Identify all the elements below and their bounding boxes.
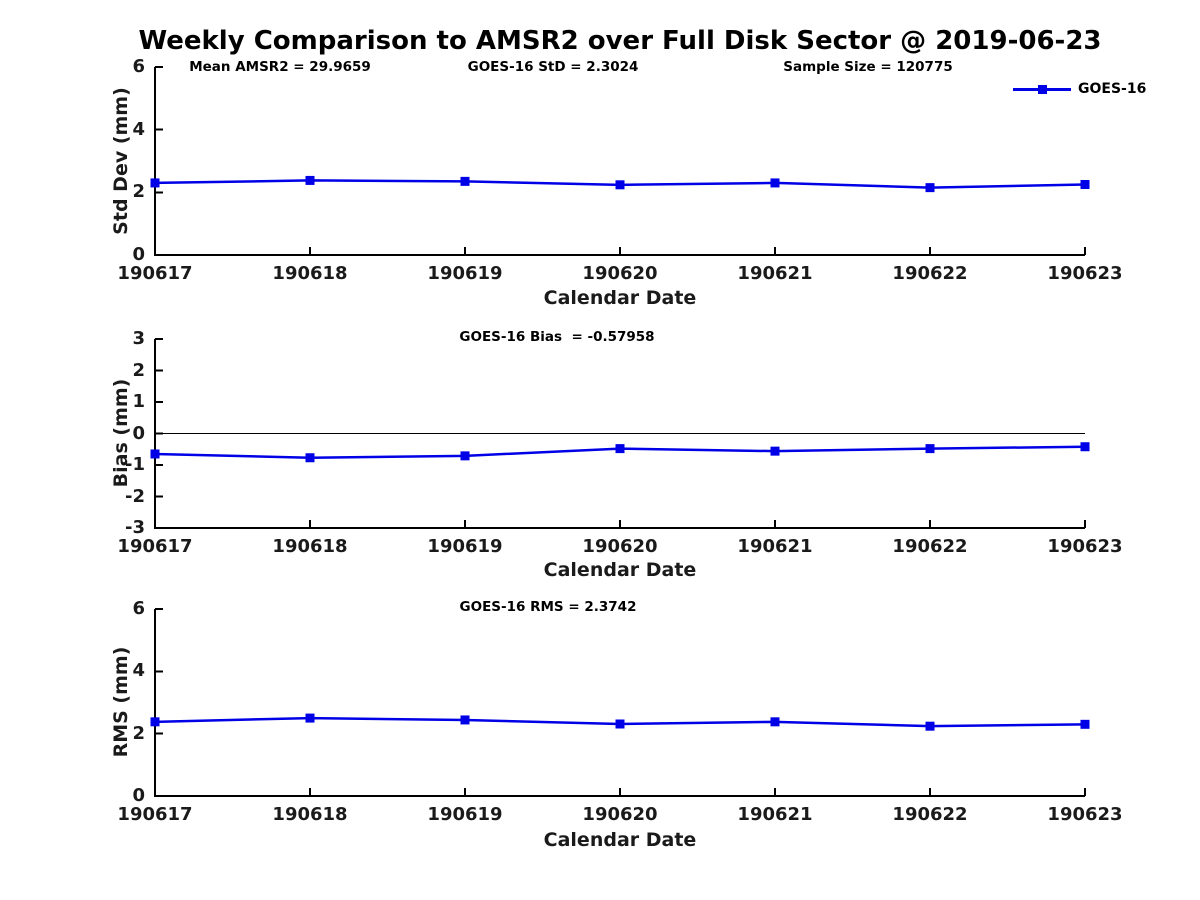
x-tick-label: 190622: [892, 804, 968, 825]
x-tick-label: 190621: [737, 804, 813, 825]
series-marker: [150, 449, 160, 459]
x-tick-label: 190618: [272, 804, 348, 825]
axis-spines: [154, 67, 1085, 256]
y-axis-title-rms: RMS (mm): [110, 646, 132, 758]
y-tick-label: 4: [132, 660, 145, 682]
x-tick-label: 190622: [892, 263, 968, 284]
x-tick-label: 190617: [117, 804, 193, 825]
series-marker: [1080, 719, 1090, 729]
x-axis-title-1: Calendar Date: [543, 287, 697, 309]
series-marker: [770, 717, 780, 727]
y-axis-title-std-dev: Std Dev (mm): [110, 87, 132, 235]
series-marker: [305, 175, 315, 185]
x-tick-label: 190618: [272, 536, 348, 557]
annotation-goes16-rms: GOES-16 RMS = 2.3742: [459, 599, 637, 615]
y-tick-label: 0: [132, 422, 145, 444]
series-marker: [925, 721, 935, 731]
series-marker: [615, 444, 625, 454]
x-axis-title-2: Calendar Date: [543, 559, 697, 581]
series-marker: [615, 180, 625, 190]
x-tick-label: 190619: [427, 536, 503, 557]
x-tick-label: 190617: [117, 263, 193, 284]
series-line: [154, 179, 1086, 189]
y-tick-label: 3: [132, 328, 145, 349]
series-marker: [770, 178, 780, 188]
x-tick-label: 190618: [272, 263, 348, 284]
annotation-mean-amsr2: Mean AMSR2 = 29.9659: [189, 59, 371, 75]
y-tick-label: 6: [132, 56, 145, 77]
x-tick-label: 190619: [427, 263, 503, 284]
series-marker: [925, 444, 935, 454]
series-marker: [150, 717, 160, 727]
x-tick-label: 190620: [582, 263, 658, 284]
axis-spines: [154, 339, 1085, 529]
y-tick-label: 0: [132, 785, 145, 806]
series-marker: [460, 715, 470, 725]
series-marker: [770, 446, 780, 456]
x-tick-label: 190622: [892, 536, 968, 557]
y-tick-label: 0: [132, 244, 145, 265]
x-tick-label: 190623: [1047, 263, 1123, 284]
annotation-goes16-std: GOES-16 StD = 2.3024: [467, 59, 639, 75]
y-tick-label: -2: [125, 485, 145, 507]
x-axis-title-3: Calendar Date: [543, 829, 697, 851]
y-tick-label: 1: [132, 391, 145, 412]
x-tick-label: 190623: [1047, 536, 1123, 557]
y-tick-label: 2: [132, 181, 145, 203]
series-marker: [615, 719, 625, 729]
series-marker: [460, 451, 470, 461]
series-marker: [925, 183, 935, 193]
axis-spines: [154, 609, 1085, 797]
x-tick-label: 190621: [737, 263, 813, 284]
y-tick-label: -1: [125, 454, 145, 475]
y-tick-label: 6: [132, 598, 145, 619]
series-line: [154, 445, 1086, 460]
series-line: [154, 716, 1086, 728]
x-tick-label: 190617: [117, 536, 193, 557]
y-tick-label: 2: [132, 359, 145, 381]
series-marker: [1080, 442, 1090, 452]
series-marker: [150, 178, 160, 188]
y-tick-label: 2: [132, 722, 145, 744]
x-tick-label: 190620: [582, 536, 658, 557]
y-tick-label: -3: [125, 517, 145, 538]
x-tick-label: 190623: [1047, 804, 1123, 825]
figure-title: Weekly Comparison to AMSR2 over Full Dis…: [138, 26, 1102, 56]
annotation-sample-size: Sample Size = 120775: [783, 59, 953, 75]
annotation-goes16-bias: GOES-16 Bias = -0.57958: [459, 329, 655, 345]
x-tick-label: 190621: [737, 536, 813, 557]
series-marker: [1080, 180, 1090, 189]
series-marker: [460, 176, 470, 186]
legend-marker-icon: [1038, 85, 1047, 94]
legend-label: GOES-16: [1078, 81, 1147, 97]
series-marker: [305, 453, 315, 463]
x-tick-label: 190619: [427, 804, 503, 825]
x-tick-label: 190620: [582, 804, 658, 825]
series-marker: [305, 713, 315, 723]
y-tick-label: 4: [132, 118, 145, 140]
